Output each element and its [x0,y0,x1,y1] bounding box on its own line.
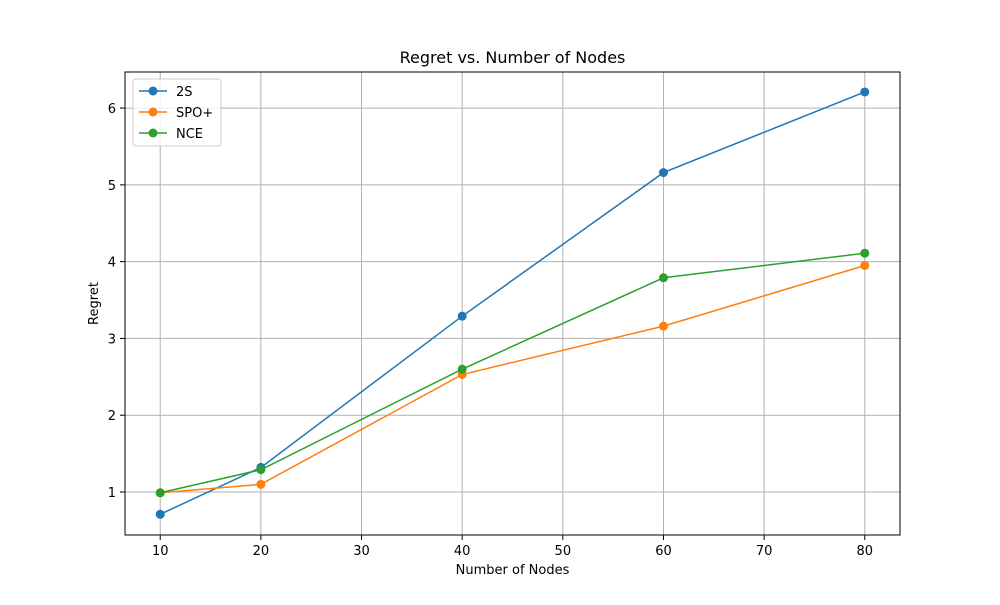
y-tick-label: 5 [108,179,116,194]
y-axis-label: Regret [87,282,102,325]
legend-marker-nce [148,128,158,138]
axes: 10 20 30 40 50 60 70 80 1 2 3 4 5 6 [108,102,873,559]
x-tick-label: 50 [555,544,572,559]
x-tick-label: 80 [856,544,873,559]
y-tick-label: 1 [108,486,116,501]
x-tick-label: 70 [756,544,773,559]
data-point-nce [256,465,266,475]
plot-frame [124,71,901,536]
x-axis-label: Number of Nodes [456,563,570,578]
data-point-2s [860,87,870,97]
series-nce [155,248,870,498]
grid [125,72,900,535]
legend-marker-2s [148,86,158,96]
legend-label-nce: NCE [176,127,203,142]
y-tick-label: 6 [108,102,116,117]
series-layer [155,87,870,519]
y-tick-label: 2 [108,409,116,424]
legend-label-2s: 2S [176,85,193,100]
x-tick-label: 60 [655,544,672,559]
data-point-2s [658,168,668,178]
legend: 2S SPO+ NCE [132,78,222,147]
legend-marker-spo- [148,107,158,117]
data-point-spo- [860,260,870,270]
chart-title: Regret vs. Number of Nodes [400,48,626,67]
data-point-2s [155,509,165,519]
data-point-nce [457,364,467,374]
x-tick-label: 40 [454,544,471,559]
data-point-nce [155,488,165,498]
data-point-spo- [658,321,668,331]
x-tick-label: 10 [152,544,169,559]
y-tick-label: 3 [108,332,116,347]
x-tick-label: 30 [353,544,370,559]
data-point-nce [658,273,668,283]
plot-area [125,72,900,535]
data-point-nce [860,248,870,258]
x-tick-label: 20 [253,544,270,559]
data-point-spo- [256,479,266,489]
legend-label-spo-: SPO+ [176,106,213,121]
y-tick-label: 4 [108,256,116,271]
data-point-2s [457,311,467,321]
